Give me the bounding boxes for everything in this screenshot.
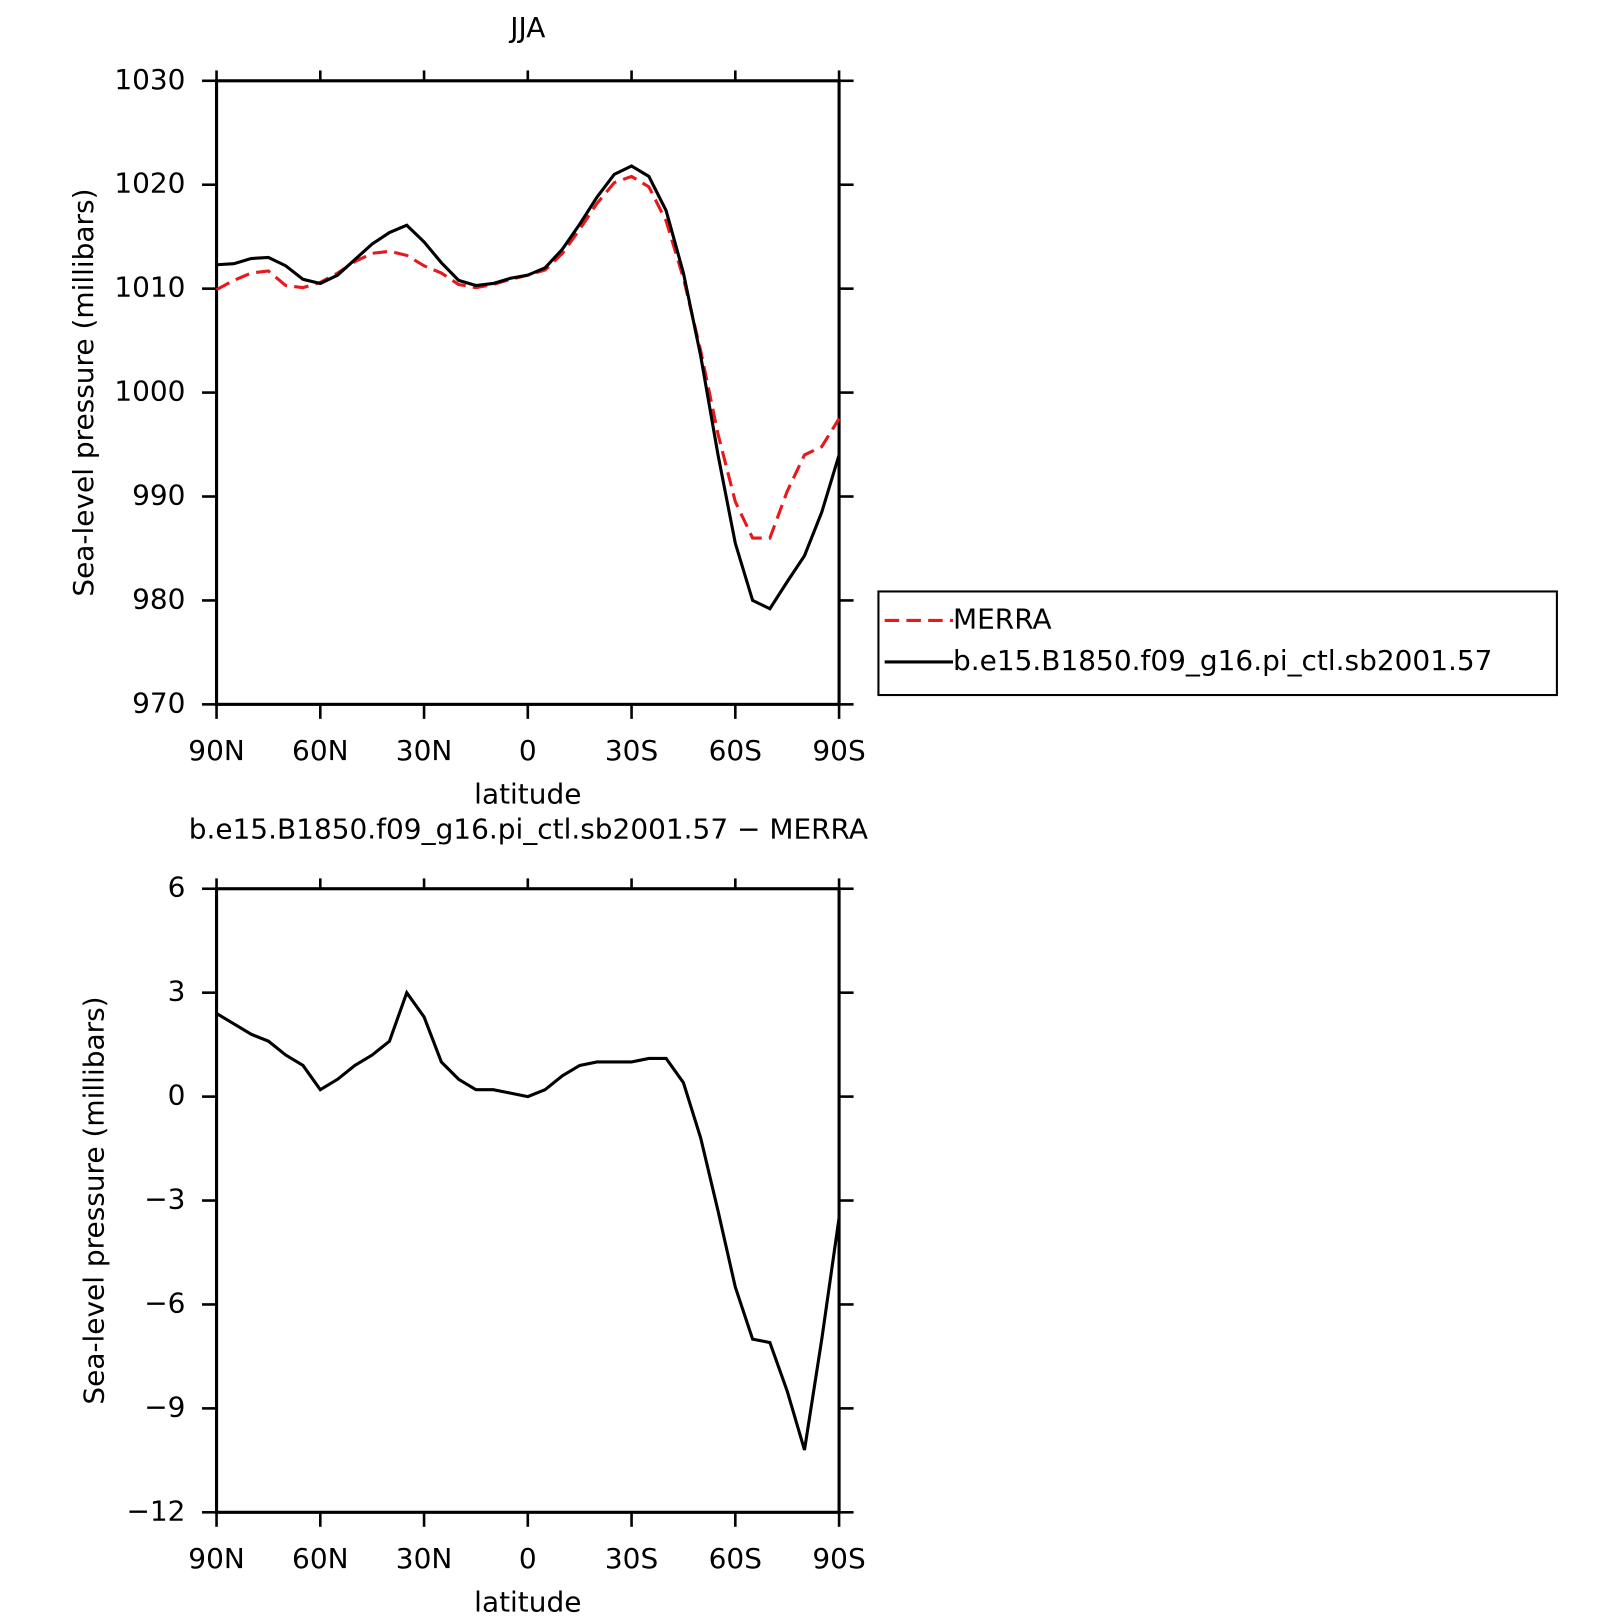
x-tick-label: 90N (188, 734, 244, 767)
x-tick-label: 0 (519, 1542, 537, 1575)
y-tick-label: 0 (168, 1079, 186, 1112)
series-line (216, 164, 841, 611)
x-tick-label: 30S (605, 1542, 658, 1575)
series-line (215, 989, 841, 1451)
x-axis-label: latitude (474, 1585, 581, 1618)
x-tick-label: 30N (396, 1542, 452, 1575)
y-tick-label: 980 (132, 582, 185, 615)
y-axis-label: Sea-level pressure (millibars) (77, 996, 110, 1404)
x-tick-label: 60S (709, 1542, 762, 1575)
y-tick-label: 1030 (114, 63, 185, 96)
y-tick-label: 1020 (114, 167, 185, 200)
series-line (215, 174, 841, 540)
y-tick-label: 1000 (114, 375, 185, 408)
legend-box (877, 590, 1558, 697)
plot-frame (214, 79, 841, 706)
chart-title: b.e15.B1850.f09_g16.pi_ctl.sb2001.57 − M… (189, 813, 868, 846)
x-tick-label: 90S (812, 734, 865, 767)
x-tick-label: 90N (188, 1542, 244, 1575)
y-tick-label: −12 (126, 1494, 185, 1527)
y-tick-label: −3 (144, 1183, 185, 1216)
x-axis-label: latitude (474, 778, 581, 811)
x-tick-label: 60S (709, 734, 762, 767)
x-tick-label: 60N (292, 1542, 348, 1575)
y-tick-label: 3 (168, 975, 186, 1008)
y-tick-label: 1010 (114, 271, 185, 304)
x-tick-label: 0 (519, 734, 537, 767)
x-tick-label: 30S (605, 734, 658, 767)
x-tick-label: 30N (396, 734, 452, 767)
y-tick-label: 970 (132, 686, 185, 719)
plot-frame (214, 887, 841, 1514)
y-tick-label: −9 (144, 1390, 185, 1423)
legend-label: b.e15.B1850.f09_g16.pi_ctl.sb2001.57 (953, 644, 1492, 677)
x-tick-label: 60N (292, 734, 348, 767)
x-tick-label: 90S (812, 1542, 865, 1575)
y-tick-label: 6 (168, 871, 186, 904)
y-tick-label: 990 (132, 479, 185, 512)
y-tick-label: −6 (144, 1286, 185, 1319)
chart-title: JJA (508, 11, 545, 44)
y-axis-label: Sea-level pressure (millibars) (67, 188, 100, 596)
legend-label: MERRA (953, 602, 1052, 635)
